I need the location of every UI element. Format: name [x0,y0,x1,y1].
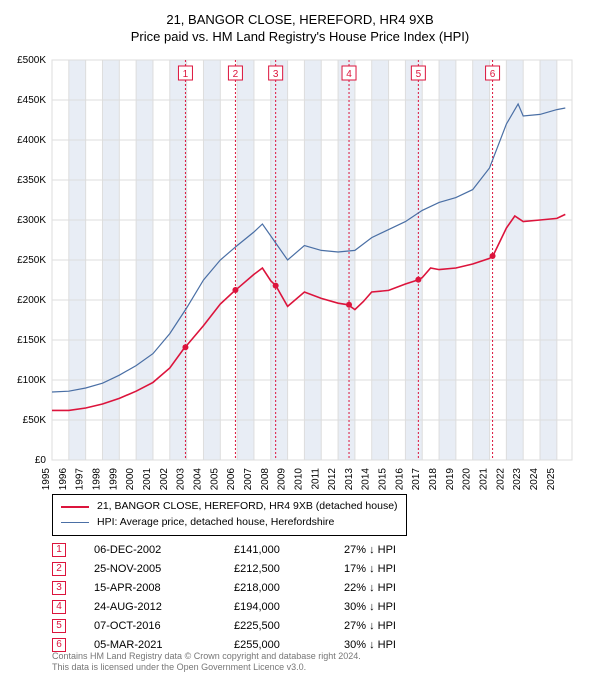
svg-text:2007: 2007 [243,468,254,491]
svg-text:£0: £0 [35,455,47,466]
svg-text:2020: 2020 [462,468,473,491]
sales-row: 5 07-OCT-2016£225,50027% ↓ HPI [52,616,444,635]
svg-text:1999: 1999 [108,468,119,491]
svg-text:2015: 2015 [378,468,389,491]
sales-table: 106-DEC-2002£141,00027% ↓ HPI225-NOV-200… [52,540,444,654]
svg-text:£300K: £300K [17,215,46,226]
legend: 21, BANGOR CLOSE, HEREFORD, HR4 9XB (det… [52,494,407,536]
sale-pct: 22% ↓ HPI [344,582,444,594]
svg-text:1995: 1995 [41,468,52,491]
svg-text:2001: 2001 [142,468,153,491]
svg-text:2005: 2005 [209,468,220,491]
svg-text:2008: 2008 [260,468,271,491]
svg-text:£100K: £100K [17,375,46,386]
sale-price: £225,500 [234,620,344,632]
svg-text:1998: 1998 [91,468,102,491]
svg-text:2004: 2004 [192,468,203,491]
sale-marker-badge: 3 [52,581,66,595]
svg-text:2006: 2006 [226,468,237,491]
sale-pct: 17% ↓ HPI [344,563,444,575]
svg-text:2019: 2019 [445,468,456,491]
svg-text:1997: 1997 [75,468,86,491]
svg-text:£200K: £200K [17,295,46,306]
sale-marker-badge: 5 [52,619,66,633]
sale-price: £141,000 [234,544,344,556]
svg-text:£50K: £50K [23,415,47,426]
svg-text:2017: 2017 [411,468,422,491]
svg-text:2023: 2023 [512,468,523,491]
svg-text:2002: 2002 [159,468,170,491]
svg-text:2: 2 [233,69,239,80]
svg-text:2000: 2000 [125,468,136,491]
svg-text:4: 4 [346,69,352,80]
sale-pct: 27% ↓ HPI [344,544,444,556]
sale-price: £212,500 [234,563,344,575]
sales-row: 2 25-NOV-2005£212,50017% ↓ HPI [52,559,444,578]
sale-pct: 30% ↓ HPI [344,639,444,651]
sale-marker-badge: 1 [52,543,66,557]
legend-label: HPI: Average price, detached house, Here… [97,515,334,531]
title-sub: Price paid vs. HM Land Registry's House … [0,29,600,44]
svg-text:2022: 2022 [495,468,506,491]
svg-text:2003: 2003 [176,468,187,491]
legend-item: 21, BANGOR CLOSE, HEREFORD, HR4 9XB (det… [61,499,398,515]
sale-pct: 27% ↓ HPI [344,620,444,632]
svg-text:2014: 2014 [361,468,372,491]
copyright-line2: This data is licensed under the Open Gov… [52,662,361,674]
sale-date: 06-DEC-2002 [94,544,234,556]
svg-text:1: 1 [183,69,189,80]
chart-plot: £0£50K£100K£150K£200K£250K£300K£350K£400… [52,60,572,460]
sale-price: £255,000 [234,639,344,651]
legend-item: HPI: Average price, detached house, Here… [61,515,398,531]
svg-text:£400K: £400K [17,135,46,146]
svg-text:2011: 2011 [310,468,321,490]
svg-text:2010: 2010 [293,468,304,491]
sale-marker-badge: 4 [52,600,66,614]
svg-text:5: 5 [416,69,422,80]
svg-text:£500K: £500K [17,55,46,66]
legend-swatch [61,522,89,523]
svg-text:3: 3 [273,69,279,80]
svg-text:£450K: £450K [17,95,46,106]
svg-text:2018: 2018 [428,468,439,491]
sale-pct: 30% ↓ HPI [344,601,444,613]
sales-row: 1 06-DEC-2002£141,00027% ↓ HPI [52,540,444,559]
svg-text:2025: 2025 [546,468,557,491]
sale-date: 15-APR-2008 [94,582,234,594]
svg-text:2009: 2009 [277,468,288,491]
svg-text:2021: 2021 [479,468,490,491]
legend-label: 21, BANGOR CLOSE, HEREFORD, HR4 9XB (det… [97,499,398,515]
svg-text:2013: 2013 [344,468,355,491]
sales-row: 3 15-APR-2008£218,00022% ↓ HPI [52,578,444,597]
svg-text:2012: 2012 [327,468,338,491]
sale-date: 24-AUG-2012 [94,601,234,613]
sale-marker-badge: 2 [52,562,66,576]
sale-price: £194,000 [234,601,344,613]
svg-text:1996: 1996 [58,468,69,491]
svg-text:2016: 2016 [394,468,405,491]
title-main: 21, BANGOR CLOSE, HEREFORD, HR4 9XB [0,12,600,27]
copyright: Contains HM Land Registry data © Crown c… [52,651,361,674]
copyright-line1: Contains HM Land Registry data © Crown c… [52,651,361,663]
svg-text:£250K: £250K [17,255,46,266]
sale-date: 25-NOV-2005 [94,563,234,575]
sale-date: 07-OCT-2016 [94,620,234,632]
sale-date: 05-MAR-2021 [94,639,234,651]
sales-row: 4 24-AUG-2012£194,00030% ↓ HPI [52,597,444,616]
sale-marker-badge: 6 [52,638,66,652]
legend-swatch [61,506,89,508]
svg-text:6: 6 [490,69,496,80]
title-area: 21, BANGOR CLOSE, HEREFORD, HR4 9XB Pric… [0,0,600,44]
sale-price: £218,000 [234,582,344,594]
svg-text:2024: 2024 [529,468,540,491]
svg-text:£150K: £150K [17,335,46,346]
svg-text:£350K: £350K [17,175,46,186]
chart-container: 21, BANGOR CLOSE, HEREFORD, HR4 9XB Pric… [0,0,600,680]
